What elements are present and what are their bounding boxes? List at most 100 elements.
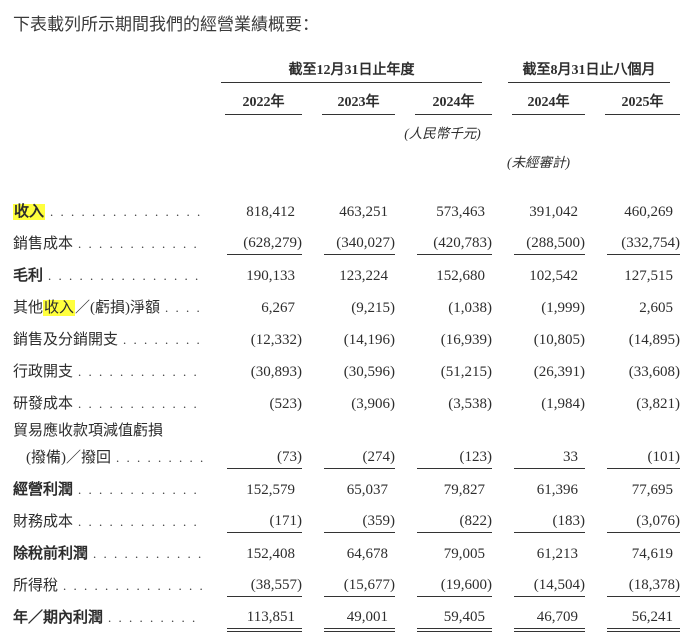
table-row: 銷售及分銷開支. . . . . . . . . . . . . . . . .… — [13, 319, 680, 351]
table-row: 行政開支. . . . . . . . . . . . . . . . . . … — [13, 351, 680, 383]
cell-value: 190,133 — [246, 268, 295, 284]
table-row: 財務成本. . . . . . . . . . . . . . . . . . … — [13, 501, 681, 533]
cell-value: (38,557) — [205, 565, 302, 597]
column-group-annual: 截至12月31日止年度 — [205, 55, 492, 83]
cell-value — [205, 415, 302, 442]
cell-value: 56,241 — [585, 597, 681, 632]
cell-value: (3,821) — [636, 396, 681, 412]
table-row: (撥備)／撥回. . . . . . . . . . . . . . . . .… — [13, 442, 681, 469]
cell-value: (18,378) — [585, 565, 681, 597]
cell-value: 6,267 — [261, 300, 295, 316]
table-row: 銷售成本. . . . . . . . . . . . . . . . . . … — [13, 223, 681, 255]
unaudited-note: (未經審計) — [507, 155, 571, 170]
table-row: 研發成本. . . . . . . . . . . . . . . . . . … — [13, 383, 680, 415]
cell-value: 460,269 — [624, 204, 674, 220]
cell-value: (30,893) — [250, 364, 302, 380]
cell-value: (14,895) — [628, 332, 681, 348]
unaudited-note-row: (未經審計) — [13, 145, 680, 174]
cell-value: (171) — [205, 501, 302, 533]
row-label: 研發成本. . . . . . . . . . . . . . . . . . … — [13, 383, 205, 415]
dot-leader: . . . . . . . . . . . . . . . . . . . . … — [78, 514, 203, 529]
column-header-8m2025: 2025年 — [585, 83, 681, 115]
row-label: 財務成本. . . . . . . . . . . . . . . . . . … — [13, 501, 205, 533]
operating-results-table: 截至12月31日止年度 截至8月31日止八個月 2022年 2023年 2024… — [13, 55, 681, 632]
cell-value: 127,515 — [624, 268, 674, 284]
label-column-spacer — [13, 55, 205, 83]
cell-value: (123) — [395, 442, 493, 469]
unaudited-note-cell: (未經審計) — [492, 145, 585, 174]
row-label: 貿易應收款項減值虧損 — [13, 423, 164, 439]
cell-value: (359) — [302, 501, 395, 533]
dot-leader: . . . . . . . . . . . . . . . . . . . . … — [123, 332, 203, 347]
cell-value: 391,042 — [529, 204, 579, 220]
cell-value: 74,619 — [631, 546, 674, 562]
cell-value: 79,827 — [443, 482, 486, 498]
cell-value: (1,999) — [541, 300, 586, 316]
table-row: 毛利. . . . . . . . . . . . . . . . . . . … — [13, 255, 680, 287]
dot-leader: . . . . . . . . . . . . . . . . . . . . … — [48, 268, 203, 283]
dot-leader: . . . . . . . . . . . . . . . . . . . . … — [78, 482, 203, 497]
dot-leader: . . . . . . . . . . . . . . . . . . . . … — [78, 364, 203, 379]
table-row: 貿易應收款項減值虧損 — [13, 415, 680, 442]
cell-value: (3,538) — [448, 396, 493, 412]
dot-leader: . . . . . . . . . . . . . . . . . . . . … — [116, 450, 203, 465]
cell-value: (10,805) — [533, 332, 586, 348]
table-row: 經營利潤. . . . . . . . . . . . . . . . . . … — [13, 469, 680, 501]
dot-leader: . . . . . . . . . . . . . . . . . . . . … — [63, 578, 203, 593]
unit-note: (人民幣千元) — [404, 126, 481, 141]
dot-leader: . . . . . . . . . . . . . . . . . . . . … — [50, 204, 203, 219]
cell-value: 79,005 — [443, 546, 486, 562]
table-row: 其他收入／(虧損)淨額. . . . . . . . . . . . . . .… — [13, 287, 680, 319]
cell-value: (420,783) — [395, 223, 493, 255]
label-column-spacer — [13, 145, 205, 174]
cell-value: 102,542 — [529, 268, 579, 284]
cell-value: 2,605 — [639, 300, 674, 316]
cell-value: (19,600) — [395, 565, 493, 597]
cell-value — [302, 415, 395, 442]
cell-value: 152,408 — [246, 546, 295, 562]
table-body: 收入 . . . . . . . . . . . . . . . . . . . … — [13, 174, 681, 632]
cell-value: (9,215) — [351, 300, 395, 316]
table-row: 除稅前利潤. . . . . . . . . . . . . . . . . .… — [13, 533, 680, 565]
cell-value: 113,851 — [205, 597, 302, 632]
cell-value: (1,038) — [448, 300, 493, 316]
cell-value: (33,608) — [628, 364, 681, 380]
cell-value: (340,027) — [302, 223, 395, 255]
cell-value: (30,596) — [343, 364, 395, 380]
table-row: 收入 . . . . . . . . . . . . . . . . . . . … — [13, 174, 680, 223]
cell-value — [492, 415, 585, 442]
dot-leader: . . . . . . . . . . . . . . . . . . . . … — [78, 396, 203, 411]
cell-value: 59,405 — [395, 597, 493, 632]
cell-value: 65,037 — [346, 482, 388, 498]
page-title: 下表載列所示期間我們的經營業績概要： — [13, 15, 319, 34]
cell-value: 463,251 — [339, 204, 388, 220]
cell-value: 77,695 — [631, 482, 674, 498]
cell-value: (1,984) — [541, 396, 586, 412]
dot-leader: . . . . . . . . . . . . . . . . . . . . … — [93, 546, 203, 561]
highlight-mark: 收入 — [43, 300, 76, 316]
dot-leader: . . . . . . . . . . . . . . . . . . . . … — [78, 236, 203, 251]
row-label: 經營利潤. . . . . . . . . . . . . . . . . . … — [13, 469, 205, 501]
dot-leader: . . . . . . . . . . . . . . . . . . . . … — [165, 300, 203, 315]
cell-value: (12,332) — [250, 332, 302, 348]
cell-value: 61,396 — [536, 482, 579, 498]
column-header-fy2022: 2022年 — [205, 83, 302, 115]
cell-value: (26,391) — [533, 364, 586, 380]
row-label: 除稅前利潤. . . . . . . . . . . . . . . . . .… — [13, 546, 203, 562]
row-label: (撥備)／撥回. . . . . . . . . . . . . . . . .… — [13, 442, 205, 469]
cell-value: 123,224 — [339, 268, 388, 284]
highlight-mark: 收入 — [13, 204, 46, 220]
row-label: 毛利. . . . . . . . . . . . . . . . . . . … — [13, 255, 205, 287]
unit-note-row: (人民幣千元) — [13, 115, 680, 145]
unit-note-cell: (人民幣千元) — [205, 115, 680, 145]
dot-leader: . . . . . . . . . . . . . . . . . . . . … — [108, 610, 203, 625]
cell-value: (16,939) — [440, 332, 493, 348]
row-label: 所得稅. . . . . . . . . . . . . . . . . . .… — [13, 565, 205, 597]
row-label: 其他收入／(虧損)淨額. . . . . . . . . . . . . . .… — [13, 300, 203, 316]
cell-value: 49,001 — [302, 597, 395, 632]
cell-value: (183) — [492, 501, 586, 533]
cell-value: 33 — [492, 442, 586, 469]
table-header: 截至12月31日止年度 截至8月31日止八個月 2022年 2023年 2024… — [13, 55, 681, 174]
column-group-eight-months: 截至8月31日止八個月 — [492, 55, 680, 83]
